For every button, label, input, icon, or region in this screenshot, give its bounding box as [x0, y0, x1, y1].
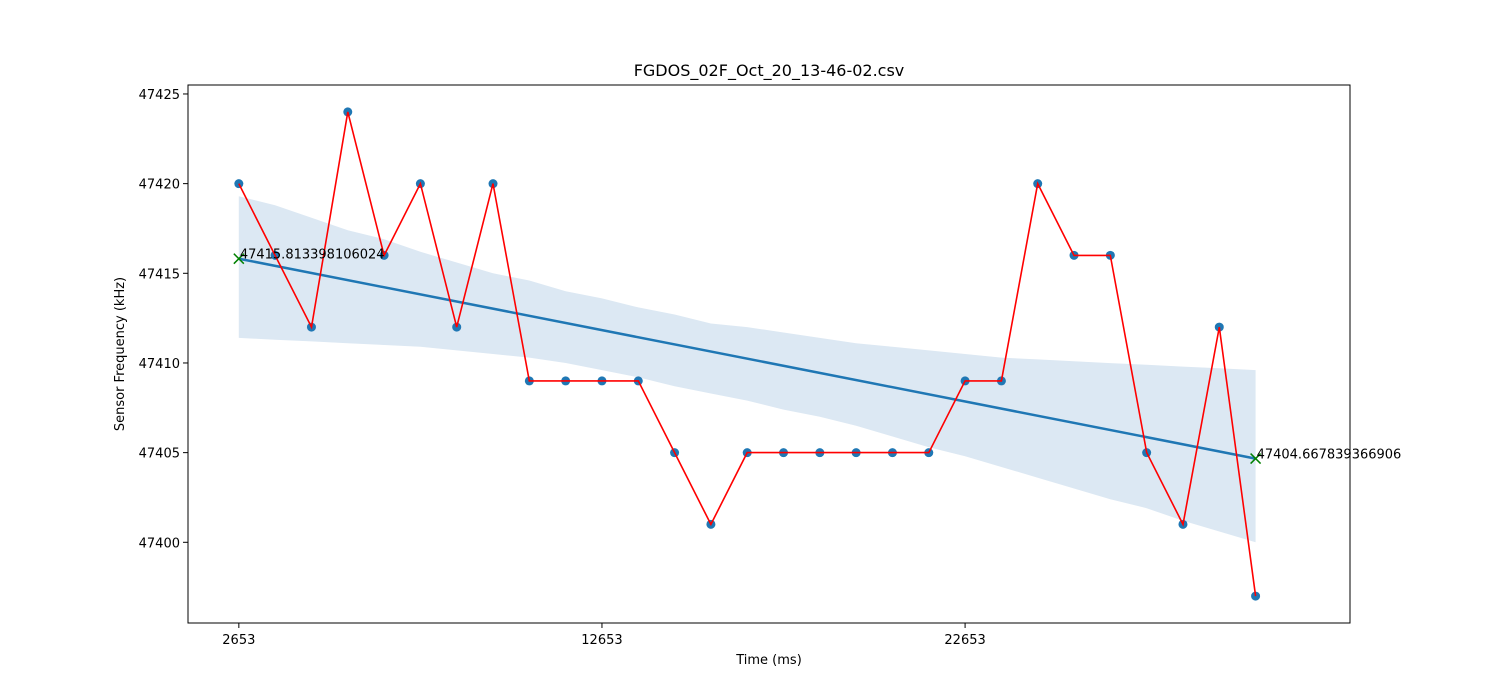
- confidence-band-layer: [238, 196, 1256, 543]
- y-tick-label: 47425: [139, 88, 180, 103]
- x-tick-label: 12653: [581, 633, 622, 648]
- y-tick-label: 47405: [139, 447, 180, 462]
- endpoint-marker: [233, 253, 245, 265]
- y-tick-label: 47420: [139, 178, 180, 193]
- confidence-band: [238, 196, 1256, 543]
- endpoint-marker: [1250, 453, 1262, 465]
- marker-layer: 47415.813398106024 47404.667839366906: [233, 111, 1402, 597]
- y-tick-label: 47415: [139, 267, 180, 282]
- y-tick-label: 47400: [139, 536, 180, 551]
- x-axis-label: Time (ms): [735, 653, 802, 668]
- series-line: [238, 111, 1257, 597]
- marker-label: 47404.667839366906: [1257, 448, 1402, 463]
- regression-layer: [238, 257, 1256, 460]
- x-tick-label: 2653: [222, 633, 255, 648]
- y-axis-label: Sensor Frequency (kHz): [113, 277, 128, 431]
- y-axis-ticks: 47400 47405 47410 47415 47420 47425: [139, 88, 188, 551]
- x-tick-label: 22653: [944, 633, 985, 648]
- marker-cross-stroke: [1250, 453, 1262, 465]
- y-tick-label: 47410: [139, 357, 180, 372]
- marker-label: 47415.813398106024: [240, 248, 385, 263]
- chart-title: FGDOS_02F_Oct_20_13-46-02.csv: [634, 61, 905, 81]
- plot-frame: [187, 84, 1351, 624]
- regression-line: [238, 257, 1256, 460]
- x-axis-ticks: 2653 12653 22653: [222, 623, 986, 648]
- marker-cross-stroke: [233, 253, 245, 265]
